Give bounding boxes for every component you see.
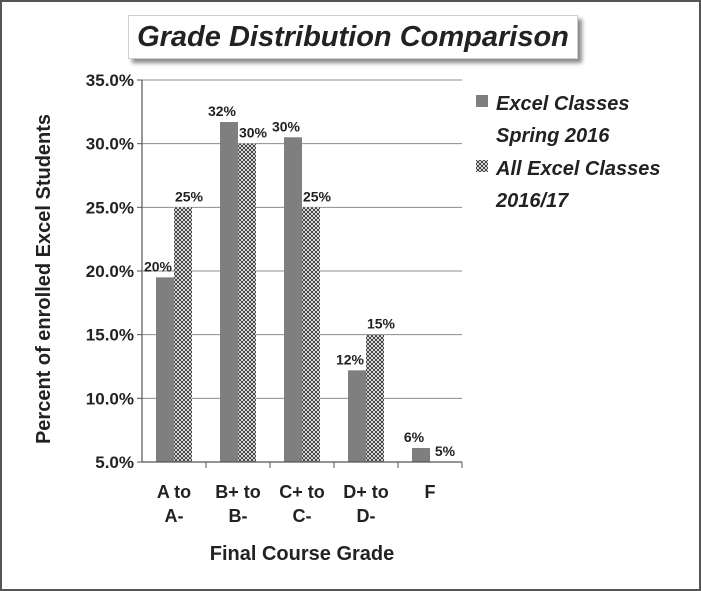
- legend-label: 2016/17: [495, 190, 569, 212]
- bar-spring-2016: [348, 370, 366, 462]
- data-label: 6%: [404, 429, 425, 445]
- data-label: 15%: [367, 316, 396, 332]
- y-tick-label: 25.0%: [86, 198, 134, 217]
- data-label: 25%: [175, 188, 204, 204]
- bar-spring-2016: [284, 137, 302, 463]
- x-tick-label: F: [425, 482, 436, 502]
- legend-label: Excel Classes: [496, 93, 629, 115]
- chart-title-box: Grade Distribution Comparison: [128, 15, 578, 59]
- x-tick-label: C+ to: [279, 482, 325, 502]
- y-axis-title: Percent of enrolled Excel Students: [33, 114, 55, 444]
- bar-all-classes: [366, 334, 384, 462]
- y-tick-label: 20.0%: [86, 262, 134, 281]
- x-tick-label: B+ to: [215, 482, 261, 502]
- bar-spring-2016: [156, 277, 174, 462]
- bar-all-classes: [174, 207, 192, 462]
- bars: [156, 122, 430, 463]
- legend: Excel Classes Spring 2016 All Excel Classe…: [476, 93, 661, 212]
- chart-title: Grade Distribution Comparison: [137, 21, 569, 53]
- bar-all-classes: [302, 207, 320, 462]
- y-tick-label: 30.0%: [86, 135, 134, 154]
- y-tick-label: 35.0%: [86, 71, 134, 90]
- x-axis-title: Final Course Grade: [210, 543, 395, 565]
- legend-label: Spring 2016: [496, 125, 610, 147]
- y-tick-label: 10.0%: [86, 389, 134, 408]
- bar-all-classes: [238, 143, 256, 462]
- data-label: 30%: [239, 125, 268, 141]
- bar-spring-2016: [412, 447, 430, 462]
- labels: 35.0% 30.0% 25.0% 20.0% 15.0% 10.0% 5.0% 20% 25%…: [33, 71, 456, 565]
- data-label: 12%: [336, 351, 365, 367]
- y-tick-label: 15.0%: [86, 326, 134, 345]
- x-tick-label: C-: [293, 506, 312, 526]
- x-tick-label: B-: [229, 506, 248, 526]
- x-tick-label: D+ to: [343, 482, 389, 502]
- data-label: 32%: [208, 103, 237, 119]
- data-label: 25%: [303, 188, 332, 204]
- x-tick-label: A to: [157, 482, 191, 502]
- x-tick-label: A-: [165, 506, 184, 526]
- data-label: 30%: [272, 118, 301, 134]
- data-label: 20%: [144, 258, 173, 274]
- axes: [137, 79, 463, 468]
- data-label: 5%: [435, 443, 456, 459]
- bar-spring-2016: [220, 122, 238, 463]
- y-tick-label: 5.0%: [95, 453, 134, 472]
- x-tick-label: D-: [357, 506, 376, 526]
- legend-label: All Excel Classes: [495, 158, 661, 180]
- legend-swatch-spring-2016: [476, 95, 488, 107]
- legend-swatch-all-classes: [476, 160, 488, 172]
